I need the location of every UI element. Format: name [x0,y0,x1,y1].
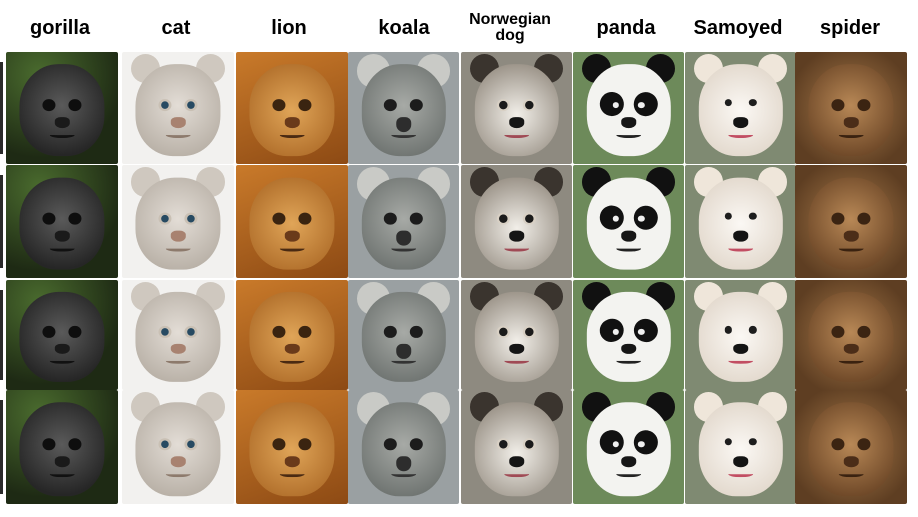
face-image-lion [236,280,348,390]
face-image-samoyed [685,52,796,164]
column-label-koala: koala [378,17,430,39]
face-image-norwegian [461,390,572,504]
column-label-panda: panda [596,17,656,39]
face-image-panda [573,165,684,278]
face-image-cat [122,165,234,278]
column-label-samoyed: Samoyed [693,17,783,39]
face-image-samoyed [685,280,796,390]
cropped-edge-strip [0,175,3,268]
face-image-cat [122,390,234,504]
face-image-spider [795,52,907,164]
face-image-panda [573,52,684,164]
column-label-lion: lion [271,17,307,39]
face-image-spider [795,390,907,504]
face-image-lion [236,52,348,164]
face-image-gorilla [6,52,118,164]
column-label-gorilla: gorilla [29,17,90,39]
column-label-spider: spider [819,17,881,39]
cropped-edge-strip [0,290,3,380]
face-image-spider [795,165,907,278]
face-image-lion [236,165,348,278]
face-image-panda [573,390,684,504]
face-image-gorilla [6,280,118,390]
face-image-cat [122,52,234,164]
column-label-cat: cat [161,17,191,39]
face-image-norwegian [461,165,572,278]
column-label-norwegian-dog: Norwegian dog [469,11,551,44]
cropped-edge-strip [0,62,3,154]
face-image-cat [122,280,234,390]
image-grid [0,52,918,517]
cropped-edge-strip [0,400,3,494]
face-image-koala [348,165,459,278]
face-image-samoyed [685,165,796,278]
face-image-gorilla [6,390,118,504]
face-image-spider [795,280,907,390]
face-image-koala [348,390,459,504]
face-image-koala [348,52,459,164]
face-image-panda [573,280,684,390]
face-image-gorilla [6,165,118,278]
face-image-norwegian [461,52,572,164]
face-image-koala [348,280,459,390]
column-header-row: gorilla cat lion koala Norwegian dog pan… [0,0,918,56]
face-image-samoyed [685,390,796,504]
face-image-lion [236,390,348,504]
face-image-norwegian [461,280,572,390]
